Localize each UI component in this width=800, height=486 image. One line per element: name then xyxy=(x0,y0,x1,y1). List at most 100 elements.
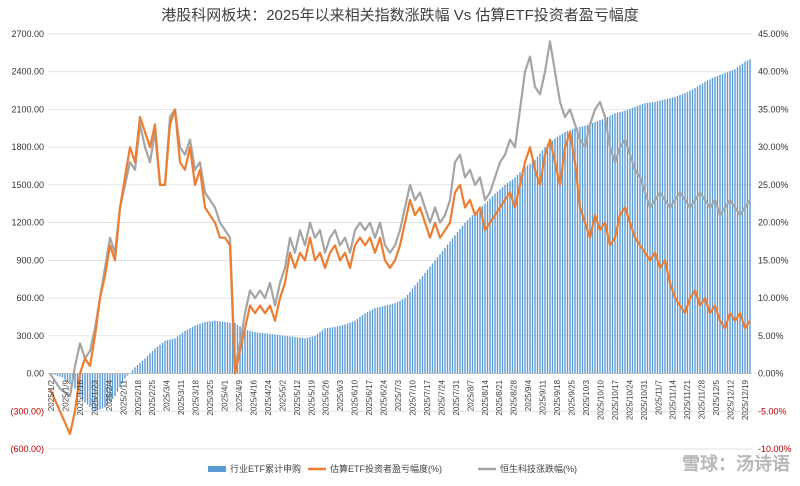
etf-subscription-bar xyxy=(371,309,374,374)
x-tick-label: 2025/1/23 xyxy=(90,379,99,415)
etf-subscription-bar xyxy=(569,130,571,374)
etf-subscription-bar xyxy=(229,322,231,374)
x-tick-label: 2025/10/3 xyxy=(582,379,591,415)
etf-subscription-bar xyxy=(361,315,364,374)
right-tick-label: -10.00% xyxy=(758,444,792,454)
etf-subscription-bar xyxy=(464,222,466,374)
etf-subscription-bar xyxy=(99,373,101,410)
etf-subscription-bar xyxy=(461,225,464,374)
etf-subscription-bar xyxy=(106,373,109,405)
etf-subscription-bar xyxy=(686,91,689,374)
etf-subscription-bar xyxy=(351,321,354,374)
etf-subscription-bar xyxy=(261,332,264,374)
etf-subscription-bar xyxy=(624,110,626,374)
etf-subscription-bar xyxy=(526,165,529,374)
etf-subscription-bar xyxy=(159,344,161,374)
x-tick-label: 2025/11/7 xyxy=(654,380,663,416)
etf-subscription-bar xyxy=(659,100,661,374)
etf-subscription-bar xyxy=(496,191,499,374)
etf-subscription-bar xyxy=(206,321,209,374)
etf-subscription-bar xyxy=(604,118,606,374)
etf-subscription-bar xyxy=(186,329,189,374)
etf-subscription-bar xyxy=(664,99,666,374)
etf-subscription-bar xyxy=(471,215,474,374)
etf-subscription-bar xyxy=(406,294,409,374)
etf-subscription-bar xyxy=(81,373,84,400)
etf-subscription-bar xyxy=(724,72,726,374)
etf-subscription-bar xyxy=(459,228,461,374)
etf-subscription-bar xyxy=(439,254,441,374)
etf-subscription-bar xyxy=(144,358,146,374)
etf-subscription-bar xyxy=(486,201,489,374)
etf-subscription-bar xyxy=(429,266,431,374)
legend: 行业ETF累计申购 估算ETF投资者盈亏幅度(%) 恒生科技涨跌幅(%) xyxy=(208,463,577,474)
etf-subscription-bar xyxy=(649,102,651,374)
etf-subscription-bar xyxy=(181,332,184,374)
etf-subscription-bar xyxy=(286,336,289,374)
etf-subscription-bar xyxy=(221,321,224,374)
etf-subscription-bar xyxy=(334,327,336,374)
etf-subscription-bar xyxy=(694,88,696,374)
etf-subscription-bar xyxy=(194,325,196,374)
etf-subscription-bar xyxy=(294,337,296,374)
etf-subscription-bar xyxy=(204,321,206,374)
etf-subscription-bar xyxy=(576,127,579,374)
etf-subscription-bar xyxy=(339,325,341,374)
x-tick-label: 2025/5/2 xyxy=(278,379,287,411)
right-tick-label: 5.00% xyxy=(758,331,784,341)
etf-subscription-bar xyxy=(56,373,59,376)
x-tick-label: 2025/7/31 xyxy=(452,379,461,415)
etf-subscription-bar xyxy=(84,373,86,403)
etf-subscription-bar xyxy=(386,305,389,374)
x-tick-label: 2025/7/3 xyxy=(394,379,403,411)
etf-subscription-bar xyxy=(469,217,471,374)
etf-subscription-bar xyxy=(391,303,394,374)
etf-subscription-bar xyxy=(551,140,554,374)
x-tick-label: 2025/10/10 xyxy=(596,379,605,420)
etf-subscription-bar xyxy=(86,373,89,405)
etf-subscription-bar xyxy=(389,304,391,374)
etf-subscription-bar xyxy=(359,316,361,374)
left-tick-label: 0.00 xyxy=(26,369,44,379)
left-tick-label: 2700.00 xyxy=(11,29,44,39)
etf-subscription-bar xyxy=(236,324,239,374)
x-tick-label: 2025/8/21 xyxy=(495,379,504,415)
etf-subscription-bar xyxy=(514,177,516,374)
etf-subscription-bar xyxy=(539,153,541,374)
x-tick-label: 2025/6/3 xyxy=(336,379,345,411)
etf-subscription-bar xyxy=(326,327,329,374)
etf-subscription-bar xyxy=(411,288,414,374)
etf-subscription-bar xyxy=(534,159,536,374)
etf-subscription-bar xyxy=(719,74,721,374)
etf-subscription-bar xyxy=(256,332,259,374)
series-lines xyxy=(48,40,751,435)
etf-subscription-bar xyxy=(246,330,249,374)
legend-label: 恒生科技涨跌幅(%) xyxy=(500,463,577,474)
etf-subscription-bar xyxy=(216,321,219,374)
etf-subscription-bar xyxy=(374,308,376,374)
legend-label: 估算ETF投资者盈亏幅度(%) xyxy=(330,463,442,474)
etf-subscription-bar xyxy=(541,150,544,374)
etf-subscription-bar xyxy=(151,350,154,374)
etf-subscription-bar xyxy=(506,183,509,374)
etf-subscription-bar xyxy=(381,306,384,374)
etf-subscription-bar xyxy=(701,83,704,374)
x-tick-label: 2025/7/10 xyxy=(409,379,418,415)
etf-subscription-bar xyxy=(124,373,126,379)
etf-subscription-bar xyxy=(706,80,709,374)
etf-subscription-bar xyxy=(166,340,169,374)
x-tick-label: 2025/3/4 xyxy=(163,379,172,411)
etf-subscription-bar xyxy=(446,244,449,374)
etf-subscription-bar xyxy=(104,373,106,408)
etf-subscription-bar xyxy=(474,212,476,374)
etf-subscription-bar xyxy=(654,101,656,374)
etf-subscription-bar xyxy=(671,97,674,374)
etf-subscription-bar xyxy=(376,307,379,374)
etf-subscription-bar xyxy=(571,129,574,374)
etf-subscription-bar xyxy=(599,120,601,374)
right-tick-label: 10.00% xyxy=(758,293,789,303)
etf-subscription-bar xyxy=(64,373,66,380)
x-tick-label: 2025/9/18 xyxy=(553,379,562,415)
etf-subscription-bar xyxy=(319,332,321,374)
